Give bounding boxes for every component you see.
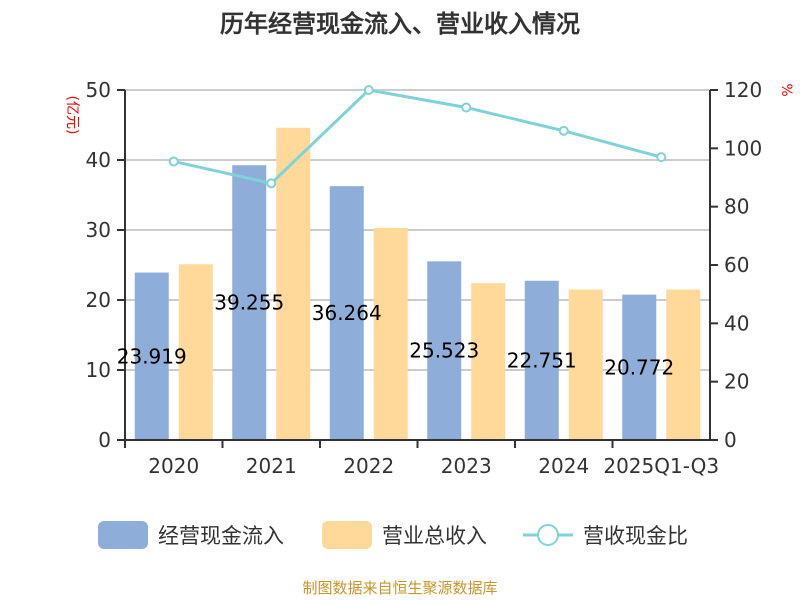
right-axis-unit: % [778,83,794,96]
bar-operating-cash-inflow [329,186,364,440]
right-tick-label: 40 [724,311,749,335]
bar-operating-cash-inflow [232,165,267,440]
legend-label: 营收现金比 [583,524,688,548]
legend-swatch-total-revenue [322,521,372,549]
left-tick-label: 30 [86,218,111,242]
left-tick-label: 40 [86,148,111,172]
left-axis-unit: (亿元) [64,96,80,135]
ratio-point [558,125,569,136]
bar-operating-cash-inflow [622,294,657,440]
data-label: 20.772 [604,355,674,379]
data-label: 22.751 [507,348,577,372]
bar-total-revenue [568,289,603,440]
ratio-point [461,102,472,113]
bar-total-revenue [666,289,701,440]
ratio-point [266,178,277,189]
legend-label: 营业总收入 [382,524,487,548]
bar-operating-cash-inflow [134,272,169,440]
source-note: 制图数据来自恒生聚源数据库 [302,579,497,597]
x-tick-label: 2025Q1-Q3 [603,454,719,478]
x-tick-label: 2021 [246,454,297,478]
legend-marker-ratio [537,524,559,546]
left-tick-label: 20 [86,288,111,312]
right-tick-label: 0 [724,428,737,452]
data-label: 36.264 [312,301,382,325]
left-tick-label: 10 [86,358,111,382]
right-tick-label: 60 [724,253,749,277]
ratio-point [656,152,667,163]
chart-title: 历年经营现金流入、营业收入情况 [220,10,580,38]
data-label: 39.255 [214,291,284,315]
right-tick-label: 80 [724,195,749,219]
right-tick-label: 120 [724,78,762,102]
right-tick-label: 100 [724,136,762,160]
bar-operating-cash-inflow [427,261,462,440]
x-tick-label: 2022 [343,454,394,478]
ratio-line [173,88,662,185]
bar-total-revenue [373,227,408,440]
bar-total-revenue [276,127,311,441]
right-tick-label: 20 [724,370,749,394]
data-label: 25.523 [409,339,479,363]
bar-total-revenue [471,283,506,440]
x-tick-label: 2020 [148,454,199,478]
left-tick-label: 50 [86,78,111,102]
legend-swatch-operating-cash-inflow [98,521,148,549]
legend-label: 经营现金流入 [158,524,284,548]
data-label: 23.919 [117,344,187,368]
bar-operating-cash-inflow [524,280,559,440]
left-tick-label: 0 [98,428,111,452]
x-tick-label: 2023 [441,454,492,478]
ratio-point [363,85,374,95]
x-tick-label: 2024 [538,454,589,478]
ratio-point [168,156,179,167]
bar-total-revenue [178,264,213,440]
